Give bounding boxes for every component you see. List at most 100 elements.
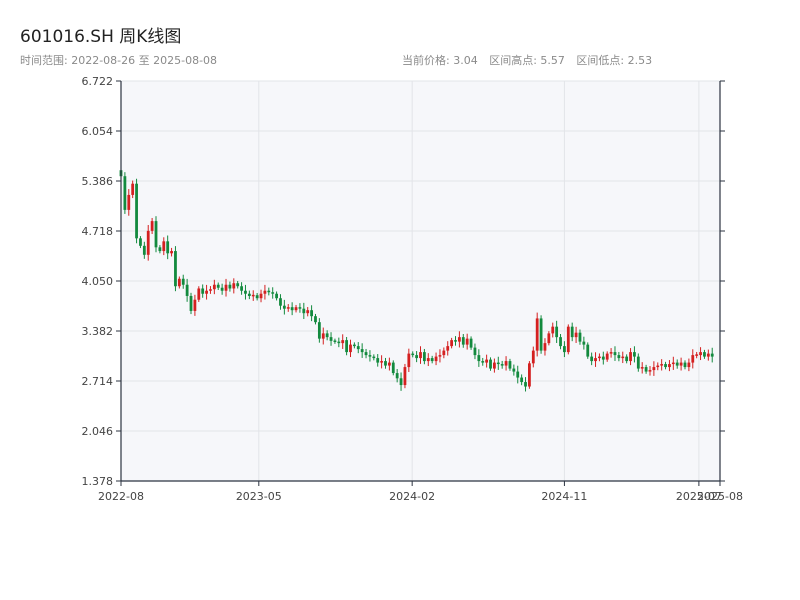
candle: [675, 359, 679, 369]
candle-body: [485, 359, 489, 363]
candle: [590, 352, 594, 366]
candle: [251, 290, 255, 301]
candle-body: [683, 362, 687, 368]
candle: [321, 327, 325, 345]
candle-body: [434, 356, 438, 362]
candle: [216, 282, 220, 290]
candle: [528, 361, 531, 389]
candle-body: [364, 352, 368, 356]
candle: [162, 237, 166, 256]
candle-body: [430, 358, 434, 362]
candle-body: [170, 251, 173, 254]
candle-body: [154, 221, 158, 248]
candle-body: [547, 333, 551, 344]
candle: [267, 287, 271, 296]
candle-body: [531, 350, 535, 364]
candle: [512, 364, 516, 376]
candle: [636, 353, 640, 372]
candle: [547, 331, 551, 346]
candle: [306, 307, 310, 317]
candle: [286, 304, 290, 312]
candle: [255, 292, 259, 301]
candle-body: [209, 289, 212, 291]
candle-body: [633, 352, 636, 357]
candle-body: [586, 344, 590, 357]
x-tick-label: 2025-08: [697, 490, 743, 503]
candle: [201, 284, 205, 298]
candle-body: [454, 340, 457, 342]
candle: [508, 358, 512, 371]
candle-body: [162, 241, 166, 252]
candle-body: [282, 305, 286, 309]
candle-body: [500, 364, 504, 366]
candle-body: [411, 353, 415, 356]
candle-body: [290, 307, 294, 311]
candle-body: [185, 284, 189, 296]
candle: [605, 351, 609, 362]
candle: [621, 351, 625, 364]
candle-body: [391, 362, 395, 374]
y-axis: 1.378 2.046 2.714 3.382 4.050 4.718 5.386 6.054…: [82, 75, 725, 488]
candle: [220, 283, 224, 295]
candle-body: [660, 364, 664, 366]
candle-body: [640, 367, 644, 369]
candle: [360, 343, 364, 358]
candle: [205, 284, 208, 300]
candle-body: [699, 352, 702, 356]
candle-body: [574, 332, 578, 338]
candle: [438, 349, 442, 363]
candle: [656, 362, 660, 371]
candle: [275, 291, 278, 301]
candle: [317, 318, 321, 343]
candle-body: [578, 332, 582, 342]
candle: [185, 278, 189, 302]
candle: [419, 346, 422, 364]
candle: [333, 338, 337, 344]
candle-body: [687, 362, 691, 368]
candle: [485, 354, 489, 368]
candle: [664, 361, 667, 370]
candle-body: [387, 362, 391, 366]
candle: [531, 346, 535, 368]
candle: [411, 351, 415, 358]
x-tick-label: 2022-08: [98, 490, 144, 503]
candle: [535, 312, 539, 357]
candle: [461, 333, 465, 348]
candle: [426, 353, 430, 367]
candle: [699, 347, 702, 361]
candle-body: [422, 352, 426, 362]
candle-body: [695, 354, 699, 356]
candle: [236, 281, 240, 289]
y-tick-label: 3.382: [82, 325, 114, 338]
x-axis: 2022-08 2023-05 2024-02 2024-11 2025-072025-…: [98, 481, 743, 503]
candle-body: [123, 176, 127, 210]
range-high: 区间高点: 5.57: [489, 54, 565, 67]
candle-body: [644, 367, 648, 372]
candle-body: [407, 353, 411, 368]
candle-body: [675, 362, 679, 366]
candle: [174, 246, 177, 292]
candle-body: [442, 350, 446, 356]
candle: [123, 172, 127, 214]
candle: [349, 339, 352, 358]
candle: [679, 357, 683, 371]
candle: [146, 225, 150, 261]
candle-body: [582, 341, 586, 345]
candle: [395, 369, 399, 383]
candle-body: [314, 316, 317, 323]
candle-body: [275, 293, 278, 299]
candle: [240, 282, 243, 295]
candle: [228, 281, 232, 292]
candle-body: [465, 338, 469, 345]
x-tick-label: 2023-05: [236, 490, 282, 503]
candle: [683, 360, 687, 370]
candle-body: [337, 341, 341, 344]
candle-body: [259, 293, 263, 299]
candle: [329, 332, 333, 346]
candle: [582, 336, 586, 350]
candle-body: [279, 298, 282, 306]
candle: [477, 349, 481, 367]
candle-body: [605, 353, 609, 360]
candle: [625, 354, 629, 364]
candle-body: [559, 337, 562, 347]
